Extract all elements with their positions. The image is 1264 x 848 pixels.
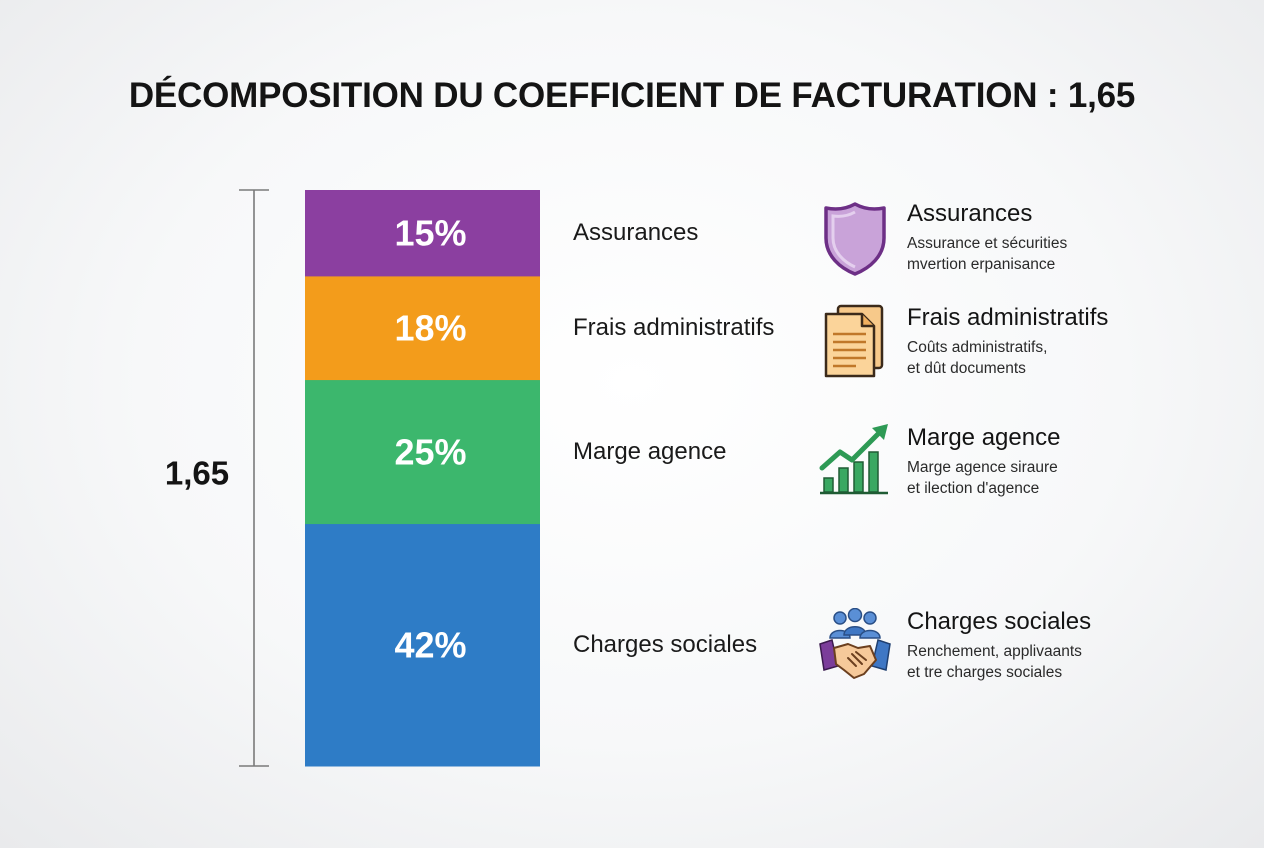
legend-description: Assurance et sécurities mvertion erpanis… [907, 233, 1067, 275]
bar-segment [305, 276, 540, 381]
segment-percent-label: 18% [394, 308, 466, 349]
segment-name-label: Frais administratifs [573, 314, 775, 342]
legend-desc-line: Renchement, applivaants [907, 643, 1082, 660]
shield-icon [824, 202, 886, 276]
legend-description: Renchement, applivaants et tre charges s… [907, 641, 1082, 683]
legend-desc-line: mvertion erpanisance [907, 256, 1056, 273]
total-value-label: 1,65 [165, 455, 229, 492]
legend-desc-line: et dût documents [907, 360, 1026, 377]
legend-item-frais-administratifs: Frais administratifs Coûts administratif… [818, 304, 1248, 394]
legend-desc-line: Marge agence siraure [907, 459, 1058, 476]
legend-desc-line: Coûts administratifs, [907, 339, 1048, 356]
bar-segments: 15% 18% 25% 42% [305, 190, 540, 767]
bar-segment [305, 524, 540, 767]
legend-desc-line: Assurance et sécurities [907, 235, 1068, 252]
legend-title: Charges sociales [907, 608, 1092, 635]
documents-icon [824, 304, 884, 378]
segment-name-label: Charges sociales [573, 631, 758, 659]
chart-title: DÉCOMPOSITION DU COEFFICIENT DE FACTURAT… [128, 76, 1136, 115]
legend-title: Marge agence [907, 424, 1061, 451]
bar-segment [305, 190, 540, 277]
legend-item-charges-sociales: Charges sociales Renchement, applivaants… [818, 608, 1248, 698]
segment-name-label: Marge agence [573, 438, 727, 466]
segment-percent-label: 42% [394, 625, 466, 666]
segment-name-label: Assurances [573, 219, 699, 247]
legend-item-assurances: Assurances Assurance et sécurities mvert… [818, 200, 1248, 290]
segment-percent-label: 25% [394, 432, 466, 473]
legend-title: Assurances [907, 200, 1033, 227]
bar-segment [305, 380, 540, 525]
growth-chart-icon [819, 424, 888, 495]
legend-desc-line: et tre charges sociales [907, 664, 1063, 681]
total-bracket [239, 189, 269, 767]
handshake-icon [819, 608, 891, 679]
legend-title: Frais administratifs [907, 304, 1109, 331]
legend-description: Marge agence siraure et ilection d'agenc… [907, 457, 1058, 499]
legend-desc-line: et ilection d'agence [907, 480, 1040, 497]
segment-percent-label: 15% [394, 213, 466, 254]
legend-description: Coûts administratifs, et dût documents [907, 337, 1047, 379]
legend-item-marge-agence: Marge agence Marge agence siraure et ile… [818, 424, 1248, 514]
